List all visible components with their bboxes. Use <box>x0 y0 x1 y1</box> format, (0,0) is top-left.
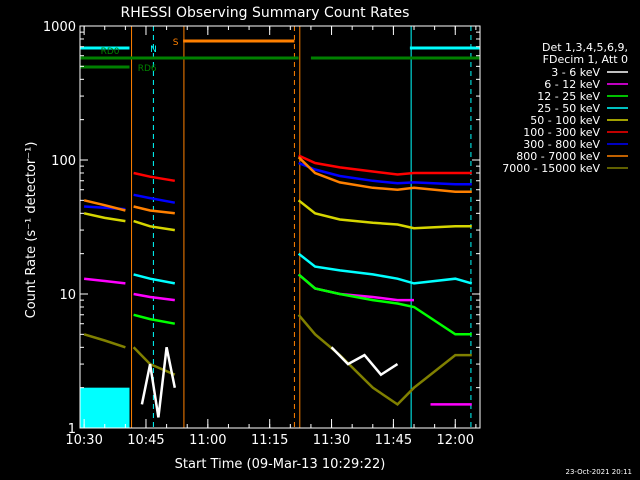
series-6-segment-0 <box>133 313 176 325</box>
series-5-segment-0 <box>83 277 126 285</box>
series-2-segment-0 <box>83 199 126 212</box>
footer-timestamp: 23-Oct-2021 20:11 <box>566 468 632 476</box>
x-tick-label-5: 11:45 <box>375 433 412 448</box>
series-3-segment-2 <box>297 199 472 230</box>
state-label-rd0: RD0 <box>101 47 120 57</box>
legend-header-0: Det 1,3,4,5,6,9, <box>542 41 628 54</box>
plot-area: RD0 RD6 N S <box>80 26 480 428</box>
legend: Det 1,3,4,5,6,9,FDecim 1, Att 03 - 6 keV… <box>502 41 628 175</box>
series-3-segment-0 <box>83 212 126 223</box>
series-2-segment-1 <box>133 205 175 215</box>
state-label-n: N <box>150 45 157 55</box>
series-4-segment-0 <box>133 273 176 285</box>
state-label-rd6: RD6 <box>138 64 157 74</box>
series-1-segment-1 <box>133 193 176 204</box>
chart-title: RHESSI Observing Summary Count Rates <box>121 5 410 21</box>
legend-label-2: 12 - 25 keV <box>537 90 600 103</box>
y-tick-label-1: 10 <box>59 288 76 303</box>
series-4-segment-1 <box>297 252 473 285</box>
x-tick-label-6: 12:00 <box>437 433 474 448</box>
series-8-segment-0 <box>140 347 177 418</box>
state-label-s: S <box>173 38 179 48</box>
y-tick-label-2: 100 <box>51 154 76 169</box>
series-8-segment-1 <box>330 346 399 377</box>
series-2-segment-2 <box>297 156 472 193</box>
series-5-segment-1 <box>133 292 175 302</box>
y-tick-label-3: 1000 <box>43 20 76 35</box>
x-tick-label-3: 11:15 <box>251 433 288 448</box>
x-tick-label-4: 11:30 <box>313 433 350 448</box>
x-tick-label-2: 11:00 <box>189 433 226 448</box>
series-7-segment-2 <box>297 313 472 407</box>
series-0-segment-0 <box>133 171 176 183</box>
legend-label-1: 6 - 12 keV <box>544 78 600 91</box>
y-tick-label-0: 1 <box>68 422 76 437</box>
legend-label-3: 25 - 50 keV <box>537 102 600 115</box>
legend-label-5: 100 - 300 keV <box>523 126 600 139</box>
legend-header-1: FDecim 1, Att 0 <box>543 53 628 66</box>
legend-label-0: 3 - 6 keV <box>551 66 600 79</box>
axes: 1 10 100 1000 10:30 10:45 11:00 11:15 11:30 11:45… <box>43 20 481 448</box>
x-tick-label-1: 10:45 <box>127 433 164 448</box>
legend-label-6: 300 - 800 keV <box>523 138 600 151</box>
x-tick-label-0: 10:30 <box>65 433 102 448</box>
plot-frame <box>79 25 481 429</box>
legend-label-4: 50 - 100 keV <box>530 114 600 127</box>
series-1-segment-2 <box>298 161 472 186</box>
y-axis-label: Count Rate (s⁻¹ detector⁻¹) <box>24 142 39 319</box>
x-axis-label: Start Time (09-Mar-13 10:29:22) <box>175 457 386 472</box>
legend-label-8: 7000 - 15000 keV <box>502 162 600 175</box>
series-7-segment-0 <box>83 333 126 349</box>
cyan-block <box>80 387 130 428</box>
series-0-segment-1 <box>298 154 472 176</box>
legend-label-7: 800 - 7000 keV <box>516 150 600 163</box>
series-6-segment-1 <box>297 273 472 336</box>
series-3-segment-1 <box>133 219 175 232</box>
